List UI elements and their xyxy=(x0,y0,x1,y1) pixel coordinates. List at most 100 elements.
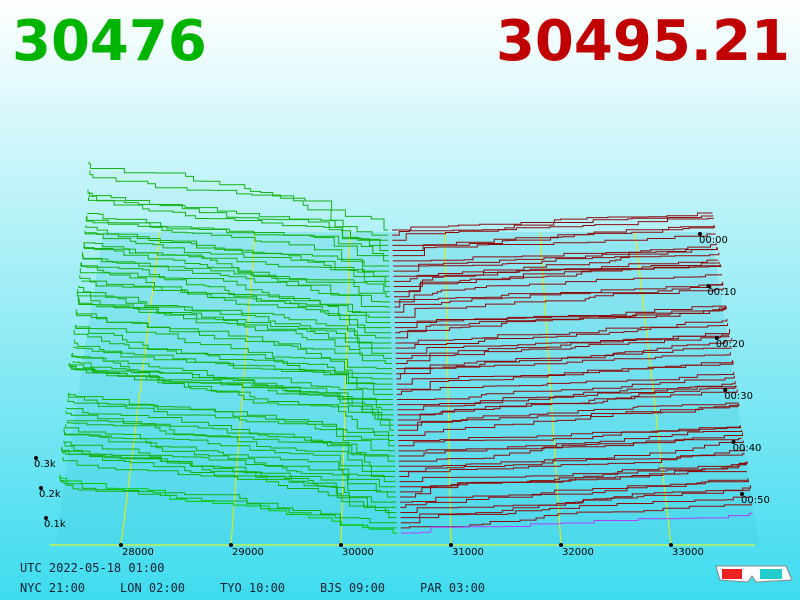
bid-depth xyxy=(83,243,390,287)
time-label: 00:00 xyxy=(699,235,728,246)
volume-label: 0.3k xyxy=(34,459,56,470)
ask-depth xyxy=(392,243,717,262)
bid-depth xyxy=(73,346,393,395)
bid-depth xyxy=(70,366,394,421)
ask-depth xyxy=(396,338,733,380)
bid-depth xyxy=(77,296,392,349)
x-tick-label: 31000 xyxy=(452,547,484,558)
bid-depth xyxy=(85,216,390,267)
ask-depth xyxy=(400,480,750,508)
bid-depth xyxy=(61,446,397,513)
bid-depth xyxy=(78,285,392,344)
x-tick-label: 33000 xyxy=(672,547,704,558)
ask-depth xyxy=(392,226,716,252)
bid-depth xyxy=(65,424,396,478)
tick-dot xyxy=(339,543,343,547)
ask-depth xyxy=(392,215,714,236)
ask-depth xyxy=(397,389,738,421)
ask-depth xyxy=(397,402,739,431)
ask-depth xyxy=(393,263,721,293)
bid-depth xyxy=(83,245,390,293)
bid-depth xyxy=(60,476,397,529)
ask-depth xyxy=(394,305,726,329)
ask-depth xyxy=(400,485,752,524)
bid-depth xyxy=(63,427,396,493)
ask-depth xyxy=(396,361,734,390)
bid-depth xyxy=(67,398,395,452)
bid-depth xyxy=(69,364,394,431)
clock: BJS 09:00 xyxy=(320,581,385,595)
clock: NYC 21:00 xyxy=(20,581,85,595)
ask-depth xyxy=(394,274,722,303)
bid-depth xyxy=(68,362,395,442)
clock: PAR 03:00 xyxy=(420,581,485,595)
x-tick-label: 29000 xyxy=(232,547,264,558)
tick-dot xyxy=(34,456,38,460)
time-label: 00:20 xyxy=(716,339,745,350)
tick-dot xyxy=(698,232,702,236)
tick-dot xyxy=(119,543,123,547)
ask-depth xyxy=(398,432,743,462)
ask-depth xyxy=(399,448,745,478)
ask-depth xyxy=(398,438,742,452)
bid-depth xyxy=(75,324,393,375)
bid-depth xyxy=(89,170,388,231)
ask-depth xyxy=(398,425,741,442)
glasses-icon xyxy=(715,565,793,583)
ask-depth xyxy=(401,512,753,534)
ask-depth xyxy=(393,265,722,298)
ask-depth xyxy=(395,306,727,339)
bid-depth xyxy=(79,268,391,329)
bid-depth xyxy=(70,364,394,426)
bid-depth xyxy=(65,411,396,472)
ask-depth xyxy=(395,323,729,349)
ask-depth xyxy=(400,496,751,519)
bid-depth xyxy=(77,289,392,354)
bid-depth xyxy=(61,448,397,519)
ask-depth xyxy=(395,305,727,334)
grid-line xyxy=(230,231,256,546)
tick-dot xyxy=(449,543,453,547)
bid-depth xyxy=(64,432,396,488)
clock: LON 02:00 xyxy=(120,581,185,595)
tick-dot xyxy=(731,440,736,444)
bid-depth xyxy=(73,329,393,390)
ask-depth xyxy=(393,259,719,277)
ask-depth xyxy=(392,217,714,241)
ask-depth xyxy=(392,225,715,246)
utc-time: UTC 2022-05-18 01:00 xyxy=(20,561,165,575)
ask-depth xyxy=(395,335,730,359)
bid-depth xyxy=(63,441,396,498)
tick-dot xyxy=(39,486,43,490)
bid-depth xyxy=(76,291,392,359)
bid-depth xyxy=(88,161,389,241)
ask-depth xyxy=(397,375,735,400)
ask-depth xyxy=(396,371,735,395)
grid-line xyxy=(120,231,161,546)
bid-depth xyxy=(59,474,397,534)
bid-depth xyxy=(62,457,397,503)
bid-depth xyxy=(89,192,389,236)
ask-depth xyxy=(392,233,716,257)
ask-depth xyxy=(395,333,729,354)
bid-depth xyxy=(64,441,396,483)
ask-depth xyxy=(399,440,744,467)
bid-depth xyxy=(84,230,390,282)
bid-depth xyxy=(88,197,389,246)
tick-dot xyxy=(44,516,48,520)
ask-depth xyxy=(400,478,749,503)
volume-label: 0.2k xyxy=(39,489,61,500)
ask-price: 30495.21 xyxy=(496,9,790,74)
ask-depth xyxy=(394,287,724,318)
ask-depth xyxy=(399,471,748,493)
ask-depth xyxy=(395,328,731,365)
grid-line xyxy=(340,231,351,546)
clock: TYO 10:00 xyxy=(220,581,285,595)
bid-price: 30476 xyxy=(12,9,207,74)
bid-depth xyxy=(87,189,389,252)
time-label: 00:50 xyxy=(741,495,770,506)
ask-depth xyxy=(400,503,752,529)
volume-label: 0.1k xyxy=(44,519,66,530)
ask-depth xyxy=(394,283,724,313)
bid-depth xyxy=(86,215,389,262)
